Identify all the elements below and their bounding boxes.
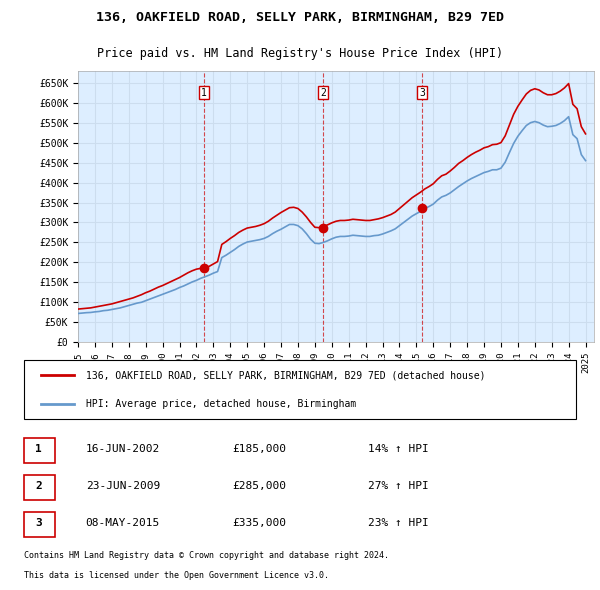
Text: 136, OAKFIELD ROAD, SELLY PARK, BIRMINGHAM, B29 7ED (detached house): 136, OAKFIELD ROAD, SELLY PARK, BIRMINGH…: [86, 370, 485, 380]
Text: 2: 2: [35, 481, 42, 491]
Text: £285,000: £285,000: [232, 481, 286, 491]
Text: 27% ↑ HPI: 27% ↑ HPI: [368, 481, 428, 491]
FancyBboxPatch shape: [23, 438, 55, 463]
Text: Price paid vs. HM Land Registry's House Price Index (HPI): Price paid vs. HM Land Registry's House …: [97, 47, 503, 60]
Text: 14% ↑ HPI: 14% ↑ HPI: [368, 444, 428, 454]
Text: £335,000: £335,000: [232, 519, 286, 529]
Text: 23% ↑ HPI: 23% ↑ HPI: [368, 519, 428, 529]
Text: 2: 2: [320, 87, 326, 97]
Text: HPI: Average price, detached house, Birmingham: HPI: Average price, detached house, Birm…: [86, 399, 356, 409]
Text: 3: 3: [35, 519, 42, 529]
FancyBboxPatch shape: [23, 360, 577, 419]
Text: 23-JUN-2009: 23-JUN-2009: [86, 481, 160, 491]
Text: 1: 1: [201, 87, 207, 97]
Text: Contains HM Land Registry data © Crown copyright and database right 2024.: Contains HM Land Registry data © Crown c…: [23, 550, 389, 560]
Text: 08-MAY-2015: 08-MAY-2015: [86, 519, 160, 529]
Text: 136, OAKFIELD ROAD, SELLY PARK, BIRMINGHAM, B29 7ED: 136, OAKFIELD ROAD, SELLY PARK, BIRMINGH…: [96, 11, 504, 24]
Text: £185,000: £185,000: [232, 444, 286, 454]
Text: 1: 1: [35, 444, 42, 454]
FancyBboxPatch shape: [23, 512, 55, 537]
Text: This data is licensed under the Open Government Licence v3.0.: This data is licensed under the Open Gov…: [23, 571, 329, 581]
Text: 3: 3: [419, 87, 425, 97]
Text: 16-JUN-2002: 16-JUN-2002: [86, 444, 160, 454]
FancyBboxPatch shape: [23, 476, 55, 500]
